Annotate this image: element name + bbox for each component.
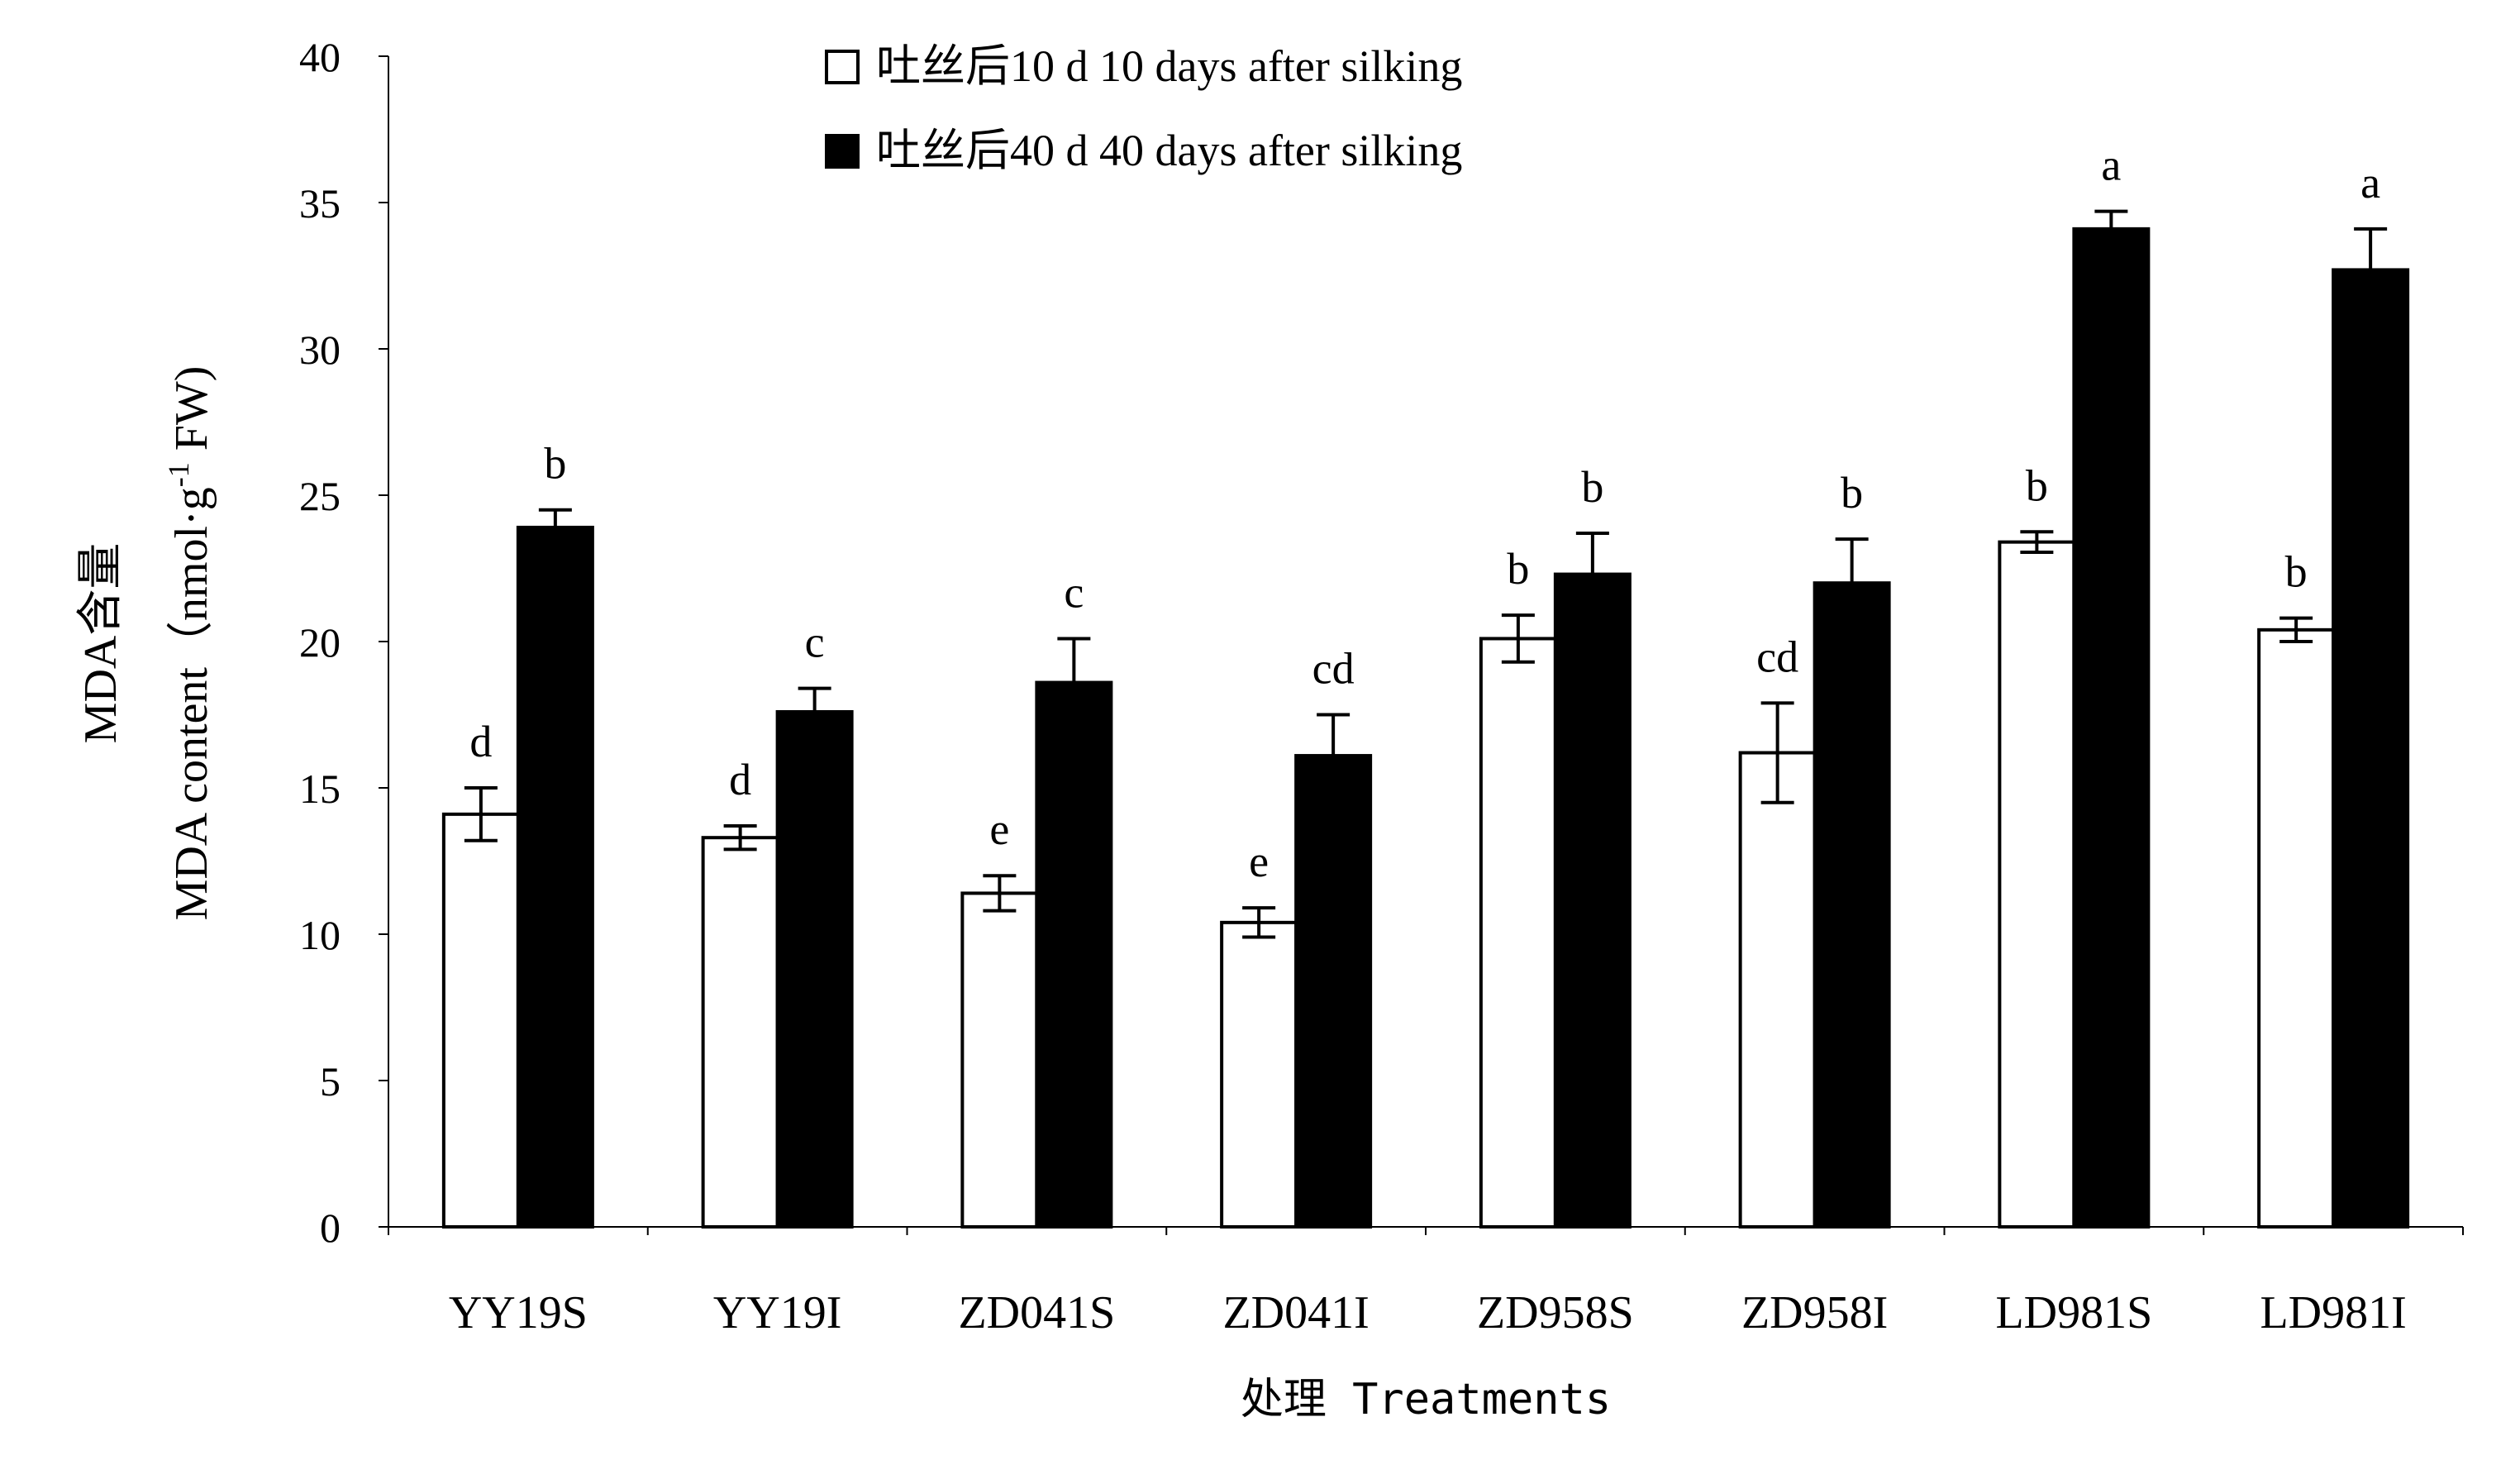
significance-letter: a	[2360, 158, 2380, 208]
y-tick-label: 5	[320, 1058, 341, 1105]
x-tick-label: ZD958S	[1477, 1287, 1634, 1338]
y-tick-label: 10	[299, 912, 341, 958]
x-tick-label: YY19I	[713, 1287, 842, 1338]
significance-letters: d d e e b cd b b b c c cd b b a a	[469, 141, 2380, 887]
bar	[2072, 227, 2151, 1229]
y-tick-label: 0	[320, 1205, 341, 1251]
bar	[1220, 920, 1298, 1229]
bar	[1553, 572, 1632, 1229]
significance-letter: b	[544, 439, 566, 489]
bars	[441, 227, 2410, 1229]
x-tick-label: ZD958I	[1741, 1287, 1888, 1338]
bar	[960, 891, 1039, 1229]
y-tick-label: 15	[299, 766, 341, 812]
y-tick-label: 25	[299, 473, 341, 519]
bar	[1294, 754, 1373, 1229]
bar	[775, 709, 854, 1229]
bar	[2257, 627, 2336, 1229]
significance-letter: c	[805, 618, 825, 667]
legend-label: 吐丝后10 d 10 days after silking	[876, 41, 1462, 91]
x-tick-label: YY19S	[449, 1287, 588, 1338]
axes: 0 5 10 15 20 25 30 35 40 YY19S YY19I ZD041S ZD041I ZD…	[299, 34, 2464, 1338]
significance-letter: e	[1249, 837, 1269, 886]
y-tick-label: 35	[299, 180, 341, 227]
x-tick-label: ZD041I	[1222, 1287, 1369, 1338]
bar	[1479, 637, 1557, 1229]
x-tick-label: ZD041S	[958, 1287, 1115, 1338]
significance-letter: e	[989, 804, 1009, 854]
y-tick-label: 40	[299, 34, 341, 80]
bar	[1738, 751, 1817, 1229]
legend-swatch	[825, 134, 860, 169]
y-axis-title-en: MDA content（nmol·g-1 FW)	[162, 366, 217, 921]
significance-letter: b	[1841, 468, 1863, 518]
y-axis-title-cn: MDA含量	[75, 543, 126, 744]
y-tick-label: 20	[299, 619, 341, 666]
bar	[1998, 540, 2076, 1229]
x-tick-label: LD981S	[1995, 1287, 2152, 1338]
significance-letter: b	[1507, 544, 1529, 594]
bar	[1813, 581, 1891, 1229]
axis-labels: 处理 Treatments MDA含量 MDA content（nmol·g-1 F…	[75, 366, 1611, 1424]
bar	[441, 812, 520, 1229]
significance-letter: b	[1581, 462, 1603, 512]
bar	[701, 836, 779, 1229]
bar	[516, 525, 594, 1229]
error-bars	[464, 209, 2388, 939]
bar	[1035, 680, 1113, 1229]
x-tick-label: LD981I	[2260, 1287, 2406, 1338]
significance-letter: c	[1064, 567, 1084, 617]
x-axis-title: 处理 Treatments	[1241, 1375, 1611, 1424]
significance-letter: b	[2026, 460, 2048, 510]
y-tick-label: 30	[299, 327, 341, 373]
significance-letter: cd	[1312, 644, 1355, 694]
legend-label: 吐丝后40 d 40 days after silking	[876, 126, 1462, 175]
significance-letter: d	[469, 717, 492, 766]
significance-letter: cd	[1756, 632, 1798, 681]
bar	[2332, 268, 2410, 1229]
significance-letter: a	[2101, 141, 2121, 190]
legend-swatch	[825, 50, 860, 84]
significance-letter: d	[729, 755, 751, 804]
legend: 吐丝后10 d 10 days after silking 吐丝后40 d 40 …	[825, 41, 1462, 175]
significance-letter: b	[2285, 547, 2308, 597]
